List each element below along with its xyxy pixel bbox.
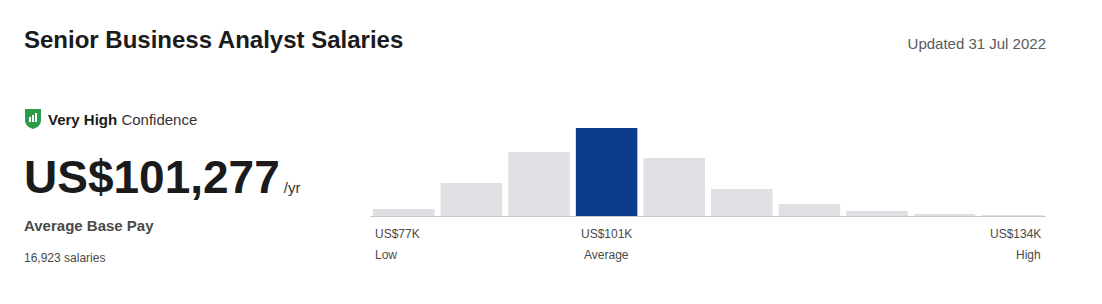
html-text:Average Base Pay: Average Base Pay [24, 217, 154, 234]
html-text:16,923 salaries: 16,923 salaries [24, 251, 106, 265]
html-text:Very High Confidence: Very High Confidence [48, 110, 198, 128]
html-text:Senior Business Analyst Salari: Senior Business Analyst Salaries [24, 26, 404, 53]
svg-text:Low: Low [375, 248, 397, 262]
html-text:Updated 31 Jul 2022: Updated 31 Jul 2022 [907, 35, 1046, 52]
html-text:/yr: /yr [283, 179, 301, 196]
svg-text:High: High [1016, 248, 1041, 262]
html-text:US$101,277: US$101,277 [24, 151, 280, 203]
svg-text:US$101K: US$101K [581, 227, 632, 241]
svg-text:Average: Average [584, 248, 629, 262]
svg-text:US$134K: US$134K [990, 227, 1041, 241]
svg-text:US$77K: US$77K [375, 227, 420, 241]
